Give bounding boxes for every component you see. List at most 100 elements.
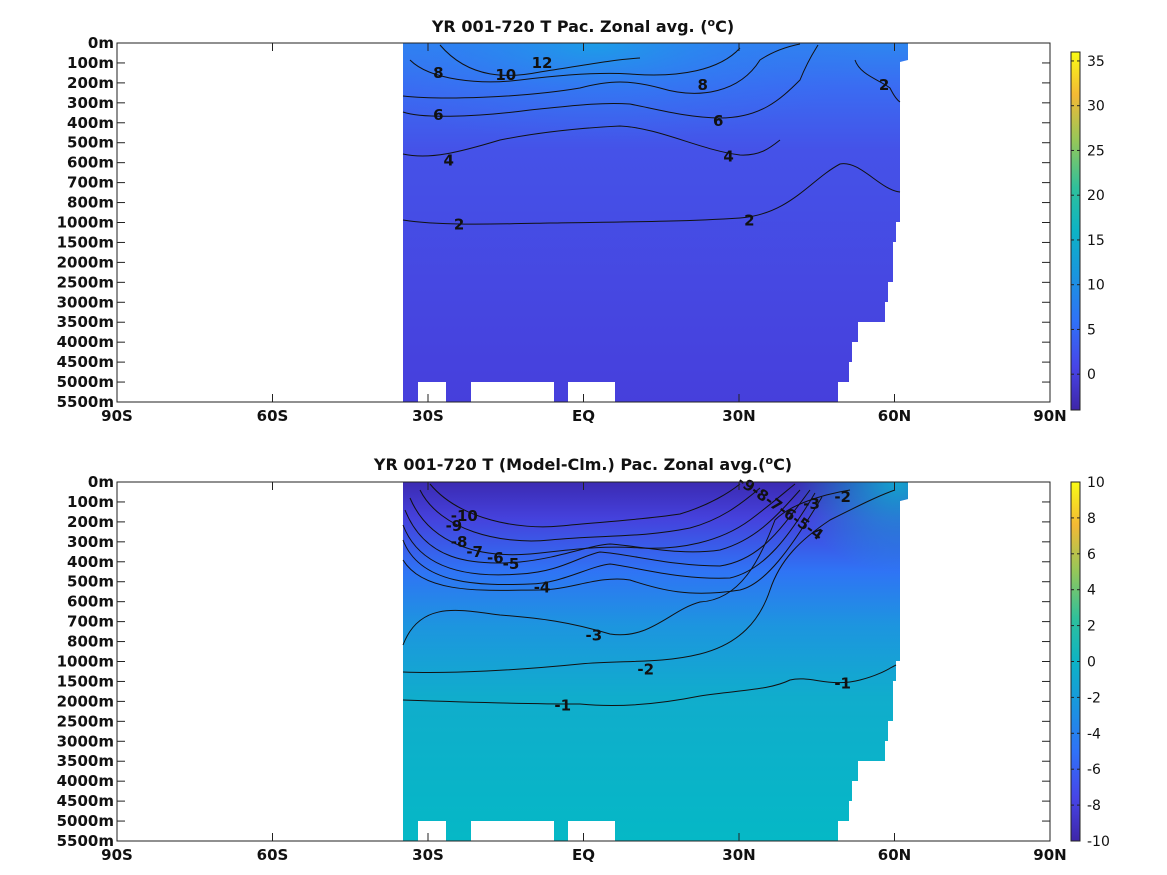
colorbar-tick-label: -8 [1087, 798, 1101, 814]
contour-label: 2 [744, 212, 754, 230]
contour-label: -1 [554, 696, 571, 714]
x-tick-label: EQ [572, 407, 595, 425]
contour-label: -6 [487, 549, 504, 567]
seafloor-gap [568, 382, 615, 402]
x-tick-label: 60S [257, 846, 289, 864]
contour-label: -9 [446, 517, 463, 535]
x-tick-label: 90N [1033, 407, 1066, 425]
contour-label: 2 [879, 76, 889, 94]
contour-label: -2 [834, 488, 851, 506]
contour-label: -10 [451, 507, 478, 525]
y-tick-label: 400m [67, 114, 114, 132]
colorbar-tick-label: 35 [1087, 54, 1105, 70]
contour-line [402, 489, 896, 674]
y-tick-label: 0m [88, 34, 114, 52]
contour-line [409, 47, 741, 83]
colorbar-tick-label: 20 [1087, 188, 1105, 204]
colorbar-ticks: 35 30 25 20 15 10 5 0 [1071, 54, 1105, 383]
colorbar-tick-label: 0 [1087, 367, 1096, 383]
contour-label: -7 [466, 543, 483, 561]
contour-label: 4 [723, 148, 733, 166]
colorbar-tick-label: 30 [1087, 99, 1105, 115]
seafloor-gap [471, 821, 554, 841]
y-tick-label: 3500m [57, 313, 114, 331]
colorbar-tick-label: 10 [1087, 475, 1105, 491]
contour-label: 10 [495, 66, 516, 84]
contour-line [402, 664, 897, 707]
y-tick-label: 2500m [57, 273, 114, 291]
y-axis: 0m100m200m300m400m500m600m700m800m1000m1… [57, 473, 1050, 850]
contour-label: 4 [444, 152, 454, 170]
y-tick-label: 2000m [57, 692, 114, 710]
chart-title: YR 001-720 T Pac. Zonal avg. (oC) [431, 16, 734, 37]
x-axis: 90S 60S 30S EQ 30N 60N 90N [101, 482, 1067, 864]
contour-label: 8 [697, 76, 707, 94]
y-tick-label: 3000m [57, 293, 114, 311]
contour-line [429, 483, 741, 528]
contour-line [854, 59, 901, 103]
colorbar [1070, 51, 1081, 411]
colorbar-tick-label: -10 [1087, 834, 1110, 850]
contour-line [402, 44, 819, 119]
contour-line [402, 496, 823, 594]
colorbar-tick-label: 5 [1087, 322, 1096, 338]
x-tick-label: 90S [101, 846, 133, 864]
y-tick-label: 1000m [57, 214, 114, 232]
contour-label: -8 [451, 533, 468, 551]
x-tick-label: 60N [878, 846, 911, 864]
y-tick-label: 5000m [57, 812, 114, 830]
colorbar-tick-label: 0 [1087, 655, 1096, 671]
y-tick-label: 800m [67, 633, 114, 651]
seafloor-gap [568, 821, 615, 841]
y-tick-label: 0m [88, 473, 114, 491]
contour-line [402, 125, 781, 157]
x-tick-label: 60S [257, 407, 289, 425]
contour-label: 6 [433, 106, 443, 124]
x-tick-label: 30S [412, 407, 444, 425]
colorbar-tick-label: 25 [1087, 143, 1105, 159]
x-tick-label: 30N [722, 407, 755, 425]
colorbar-tick-label: 4 [1087, 583, 1096, 599]
y-tick-label: 600m [67, 154, 114, 172]
y-tick-label: 1500m [57, 672, 114, 690]
contour-label: 2 [454, 215, 464, 233]
contour-lines [402, 43, 901, 225]
contour-label: 6 [713, 112, 723, 130]
y-tick-label: 800m [67, 194, 114, 212]
y-tick-label: 5500m [57, 832, 114, 850]
panel-mean-temperature: YR 001-720 T Pac. Zonal avg. (oC) 12 10 8 8… [57, 16, 1105, 426]
seafloor-gap [471, 382, 554, 402]
y-tick-label: 600m [67, 593, 114, 611]
y-tick-label: 1000m [57, 653, 114, 671]
y-tick-label: 4000m [57, 772, 114, 790]
contour-line [402, 489, 851, 646]
y-tick-label: 100m [67, 493, 114, 511]
y-tick-label: 700m [67, 174, 114, 192]
contour-label: -3 [586, 627, 603, 645]
contour-label: -5 [503, 555, 520, 573]
y-tick-label: 2500m [57, 712, 114, 730]
contour-line [402, 492, 816, 586]
seafloor-gap [418, 821, 446, 841]
panel-model-minus-climatology: YR 001-720 T (Model-Clm.) Pac. Zonal avg… [57, 454, 1110, 865]
y-tick-label: 100m [67, 54, 114, 72]
x-axis: 90S 60S 30S EQ 30N 60N 90N [101, 43, 1067, 425]
contour-label: 8 [433, 64, 443, 82]
contour-lines [402, 483, 897, 707]
x-tick-label: 90S [101, 407, 133, 425]
contour-line [402, 163, 901, 225]
y-tick-label: 500m [67, 134, 114, 152]
contour-label: -1 [834, 674, 851, 692]
y-tick-label: 700m [67, 613, 114, 631]
y-tick-label: 200m [67, 74, 114, 92]
contour-label: -3 [803, 495, 820, 513]
x-tick-label: 90N [1033, 846, 1066, 864]
y-axis: 0m100m200m300m400m500m600m700m800m1000m1… [57, 34, 1050, 411]
colorbar-tick-label: 2 [1087, 619, 1096, 635]
colorbar-ticks: 10 8 6 4 2 0 -2 -4 -6 -8 -10 [1071, 475, 1110, 850]
y-tick-label: 400m [67, 553, 114, 571]
colorbar-tick-label: -2 [1087, 690, 1101, 706]
y-tick-label: 1500m [57, 233, 114, 251]
x-tick-label: 30S [412, 846, 444, 864]
